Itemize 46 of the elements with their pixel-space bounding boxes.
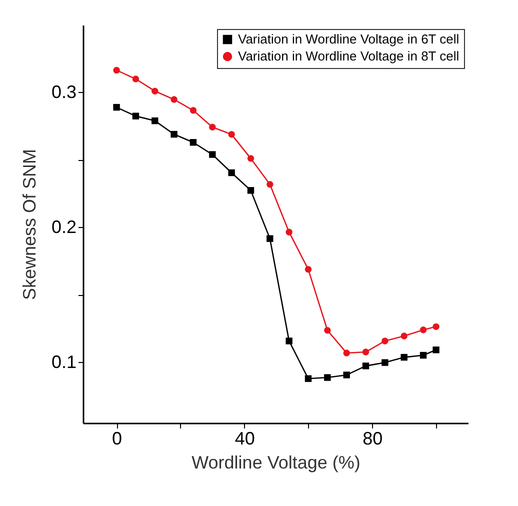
point — [132, 76, 140, 82]
point — [113, 104, 120, 111]
point — [113, 66, 120, 74]
point — [247, 155, 254, 162]
point — [400, 354, 408, 361]
point — [228, 131, 235, 138]
point — [304, 375, 312, 382]
x-tick-label: 40 — [234, 428, 255, 448]
point — [304, 266, 312, 273]
point — [382, 359, 388, 366]
point — [432, 346, 440, 354]
point — [286, 228, 292, 236]
point — [420, 326, 427, 334]
y-tick-label: 0.1 — [51, 352, 76, 372]
point — [132, 112, 140, 120]
y-axis-title: Skewness Of SNM — [19, 148, 40, 300]
point — [324, 326, 331, 334]
point — [209, 124, 216, 130]
point — [209, 151, 216, 158]
legend-label: Variation in Wordline Voltage in 8T cell — [238, 48, 460, 64]
point — [170, 96, 178, 103]
point — [362, 362, 370, 370]
point — [382, 338, 388, 344]
point — [343, 372, 350, 378]
point — [266, 235, 274, 242]
point — [190, 107, 197, 114]
point — [324, 374, 331, 381]
point — [170, 130, 178, 138]
point — [152, 117, 158, 124]
x-tick-label: 80 — [362, 428, 383, 448]
point — [286, 338, 292, 344]
legend-label: Variation in Wordline Voltage in 6T cell — [238, 32, 460, 46]
point — [266, 180, 274, 188]
x-tick-label: 0 — [112, 428, 122, 448]
point — [228, 169, 235, 176]
point — [247, 187, 254, 194]
point — [152, 88, 158, 94]
y-tick-label: 0.3 — [51, 82, 76, 102]
point — [343, 350, 350, 356]
point — [420, 352, 427, 359]
x-axis-title: Wordline Voltage (%) — [192, 452, 360, 472]
point — [190, 139, 197, 146]
point — [400, 332, 408, 340]
point — [432, 323, 440, 330]
y-tick-label: 0.2 — [51, 216, 76, 237]
point — [362, 348, 370, 356]
